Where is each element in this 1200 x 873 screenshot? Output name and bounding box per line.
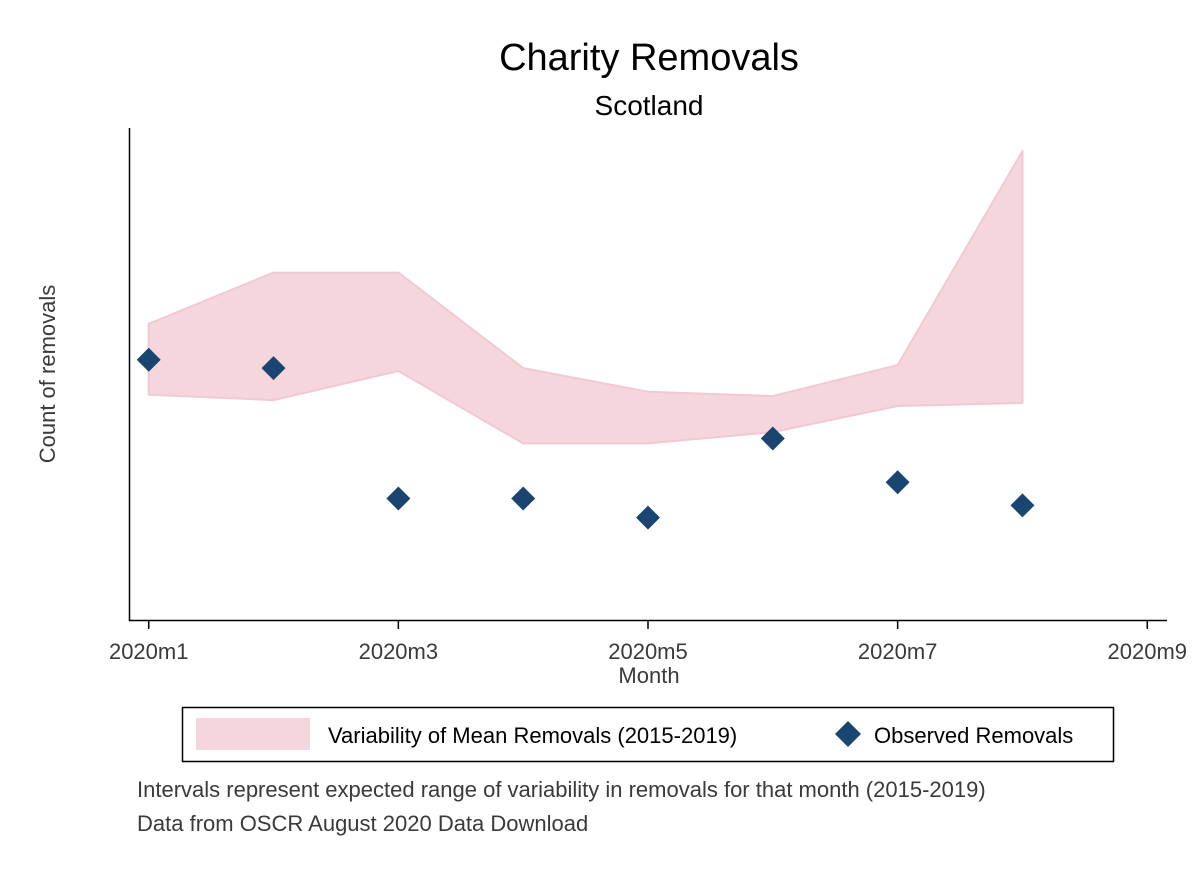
variability-band [147, 150, 1024, 445]
x-tick-label: 2020m3 [359, 639, 439, 664]
legend-frame [181, 706, 1115, 763]
x-axis-ticks: 2020m1 2020m3 2020m5 2020m7 2020m9 [109, 620, 1187, 664]
x-tick-label: 2020m5 [608, 639, 688, 664]
observed-point [261, 356, 286, 381]
observed-point [511, 486, 536, 511]
observed-point [760, 426, 785, 451]
note-line-2: Data from OSCR August 2020 Data Download [137, 811, 588, 836]
observed-point [1010, 493, 1035, 518]
legend-band-swatch [196, 718, 310, 750]
x-axis-label: Month [618, 663, 679, 688]
y-axis-label: Count of removals [35, 285, 60, 464]
x-tick-label: 2020m9 [1108, 639, 1188, 664]
chart-title: Charity Removals [499, 37, 799, 79]
observed-point [136, 347, 161, 372]
observed-point [636, 505, 660, 530]
observed-point [885, 470, 910, 495]
note-line-1: Intervals represent expected range of va… [137, 777, 986, 802]
chart-subtitle: Scotland [595, 90, 704, 121]
plot-area [136, 150, 1035, 530]
observed-point [386, 486, 411, 511]
legend: Variability of Mean Removals (2015-2019)… [181, 706, 1115, 763]
x-tick-label: 2020m7 [858, 639, 938, 664]
legend-observed-label: Observed Removals [874, 723, 1073, 748]
legend-diamond-marker [835, 721, 861, 747]
legend-band-label: Variability of Mean Removals (2015-2019) [328, 723, 737, 748]
x-tick-label: 2020m1 [109, 639, 189, 664]
